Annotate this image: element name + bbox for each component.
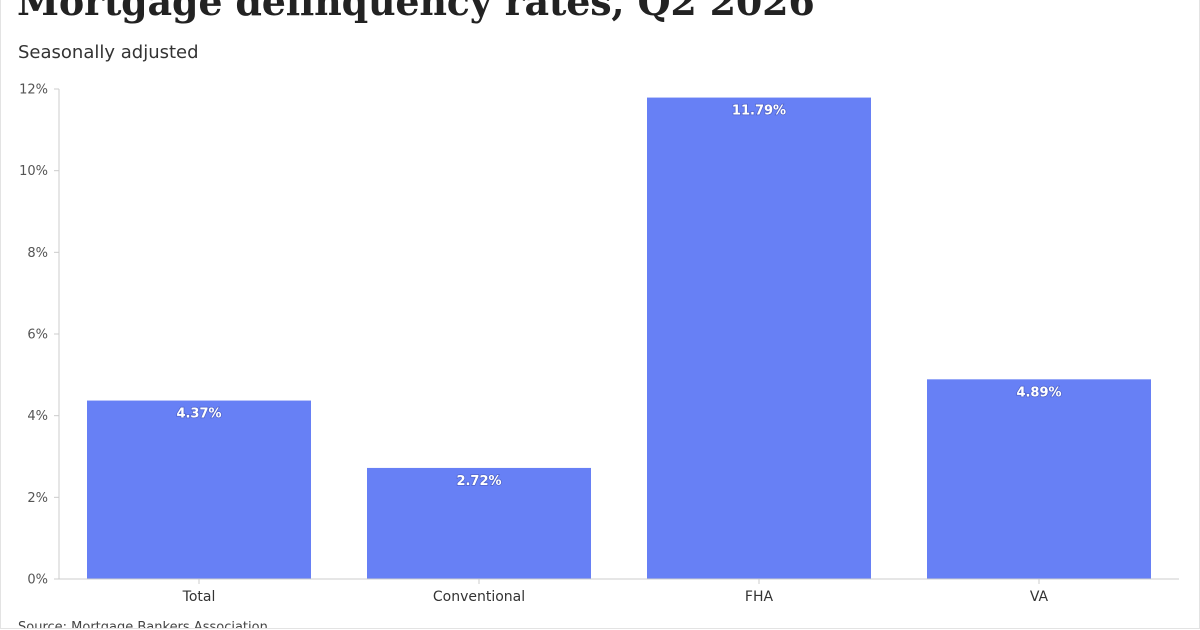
y-tick-label: 8%: [27, 246, 48, 261]
y-tick-label: 0%: [27, 573, 48, 588]
y-tick-label: 2%: [27, 491, 48, 506]
y-tick-label: 10%: [19, 164, 48, 179]
bar-fha: [647, 97, 871, 579]
y-tick-label: 12%: [19, 83, 48, 98]
x-axis: Total Conventional FHA VA: [59, 578, 1179, 605]
data-label: 4.89%: [1016, 385, 1061, 400]
chart-title: Mortgage delinquency rates, Q2 2026: [17, 0, 815, 24]
source-note: Source: Mortgage Bankers Association: [18, 620, 268, 629]
x-tick-label: Total: [182, 589, 216, 605]
data-label: 4.37%: [176, 407, 221, 422]
bars: 4.37% 2.72% 11.79% 4.89%: [87, 97, 1151, 579]
x-tick-label: FHA: [745, 589, 774, 605]
y-axis: 0% 2% 4% 6% 8% 10% 12%: [19, 83, 60, 588]
x-tick-label: VA: [1030, 589, 1049, 605]
data-label: 11.79%: [732, 104, 786, 119]
y-tick-label: 4%: [27, 409, 48, 424]
bar-va: [927, 379, 1151, 579]
chart-subtitle: Seasonally adjusted: [18, 42, 199, 63]
data-label: 2.72%: [456, 474, 501, 489]
bar-total: [87, 400, 311, 579]
y-tick-label: 6%: [27, 328, 48, 343]
x-tick-label: Conventional: [433, 589, 525, 605]
bar-conventional: [367, 467, 591, 579]
